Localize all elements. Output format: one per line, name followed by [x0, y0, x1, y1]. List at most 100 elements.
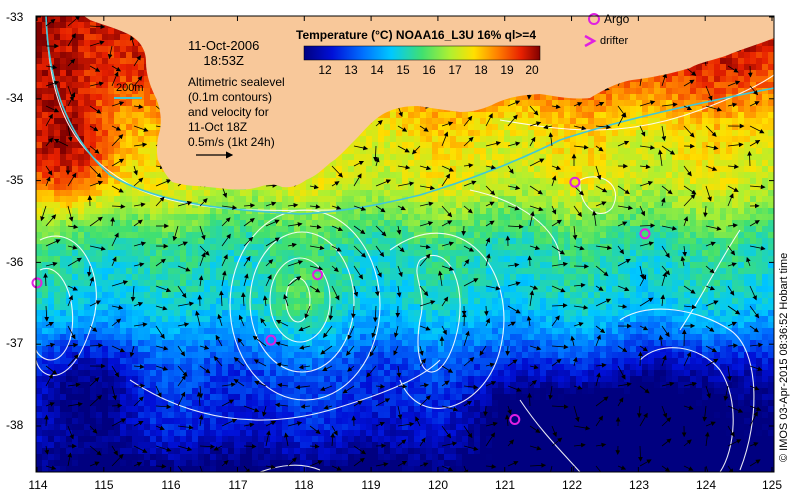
velocity-arrow — [749, 442, 759, 447]
velocity-arrow — [111, 101, 125, 107]
velocity-arrow — [749, 305, 760, 319]
velocity-arrow — [441, 121, 454, 127]
velocity-arrow — [463, 445, 479, 451]
velocity-arrow — [548, 132, 554, 147]
x-tick-label: 122 — [561, 478, 583, 492]
velocity-arrow — [441, 465, 454, 472]
velocity-arrow — [238, 314, 245, 327]
velocity-arrow — [705, 225, 722, 231]
velocity-arrow — [419, 395, 431, 407]
x-tick-label: 123 — [628, 478, 650, 492]
velocity-arrow — [727, 343, 739, 348]
y-tick-label: -38 — [6, 418, 24, 432]
altimetry-line-2: (0.1m contours) — [188, 90, 273, 104]
velocity-arrow — [595, 298, 612, 307]
velocity-arrow — [507, 385, 522, 392]
velocity-arrow — [749, 245, 766, 251]
velocity-arrow — [485, 164, 497, 170]
velocity-arrow — [375, 179, 392, 187]
velocity-arrow — [243, 405, 260, 413]
x-tick-label: 125 — [761, 478, 783, 492]
velocity-arrow — [89, 24, 106, 30]
velocity-arrow — [638, 445, 643, 462]
velocity-arrow — [309, 443, 320, 449]
velocity-arrow — [299, 345, 311, 350]
velocity-arrow — [639, 100, 656, 107]
velocity-arrow — [219, 290, 224, 307]
velocity-arrow — [661, 325, 670, 338]
velocity-arrow — [107, 45, 113, 60]
velocity-arrow — [639, 241, 654, 247]
velocity-arrow — [253, 359, 267, 367]
velocity-arrow — [661, 125, 667, 142]
velocity-arrow — [133, 165, 138, 176]
velocity-arrow — [353, 173, 362, 187]
altimetry-line-3: and velocity for — [188, 105, 269, 119]
velocity-arrow — [573, 125, 587, 131]
velocity-arrow — [133, 142, 148, 148]
velocity-arrow — [683, 105, 693, 111]
velocity-arrow — [749, 411, 758, 427]
velocity-arrow — [331, 265, 339, 273]
velocity-arrow — [283, 294, 289, 307]
date-time-label: 11-Oct-2006 18:53Z — [188, 38, 259, 68]
velocity-arrow — [397, 460, 408, 467]
velocity-arrow — [705, 325, 715, 332]
velocity-arrow — [485, 220, 495, 227]
velocity-arrow — [485, 237, 491, 247]
velocity-arrow — [309, 285, 321, 293]
velocity-arrow — [67, 342, 79, 348]
velocity-arrow — [213, 445, 223, 451]
velocity-arrow — [661, 225, 678, 231]
velocity-arrow — [323, 404, 333, 410]
velocity-arrow — [133, 322, 148, 327]
colorbar-title: Temperature (°C) NOAA16_L3U 16% ql>=4 — [296, 28, 536, 42]
velocity-arrow — [529, 136, 536, 147]
velocity-arrow — [617, 112, 626, 127]
velocity-arrow — [111, 345, 126, 353]
velocity-arrow — [67, 325, 76, 340]
velocity-arrow — [309, 184, 319, 190]
velocity-arrow — [331, 465, 342, 471]
velocity-arrow — [243, 273, 249, 287]
velocity-arrow — [441, 365, 454, 373]
velocity-arrow — [749, 184, 766, 190]
velocity-arrow — [485, 362, 495, 368]
velocity-arrow — [45, 80, 60, 87]
velocity-arrow — [366, 365, 377, 378]
velocity-arrow — [529, 445, 542, 451]
velocity-arrow — [375, 421, 385, 427]
velocity-arrow — [353, 400, 363, 407]
velocity-arrow — [111, 445, 118, 456]
velocity-arrow — [705, 145, 719, 151]
velocity-arrow — [397, 383, 408, 389]
velocity-arrow — [309, 204, 321, 209]
velocity-arrow — [551, 315, 560, 327]
velocity-arrow — [441, 380, 450, 387]
velocity-arrow — [45, 214, 57, 227]
velocity-arrow — [529, 285, 539, 290]
velocity-arrow — [89, 461, 100, 467]
velocity-arrow — [507, 439, 515, 447]
velocity-arrow — [155, 345, 169, 351]
colorbar-tick: 20 — [525, 63, 539, 77]
velocity-arrow — [287, 260, 304, 267]
argo-float-marker — [312, 269, 324, 281]
velocity-arrow — [89, 445, 102, 456]
velocity-arrow — [411, 145, 421, 155]
velocity-arrow — [441, 425, 452, 439]
velocity-arrow — [507, 262, 520, 268]
velocity-arrow — [551, 261, 568, 267]
velocity-arrow — [43, 272, 48, 287]
velocity-arrow — [67, 244, 78, 250]
velocity-arrow — [375, 398, 391, 407]
velocity-arrow — [397, 145, 410, 153]
velocity-arrow — [485, 432, 496, 447]
velocity-arrow — [441, 296, 449, 307]
velocity-arrow — [702, 405, 708, 422]
velocity-arrow — [374, 157, 380, 167]
velocity-arrow — [133, 462, 143, 467]
velocity-arrow — [199, 365, 211, 374]
velocity-arrow — [309, 425, 321, 434]
velocity-arrow — [617, 285, 630, 292]
